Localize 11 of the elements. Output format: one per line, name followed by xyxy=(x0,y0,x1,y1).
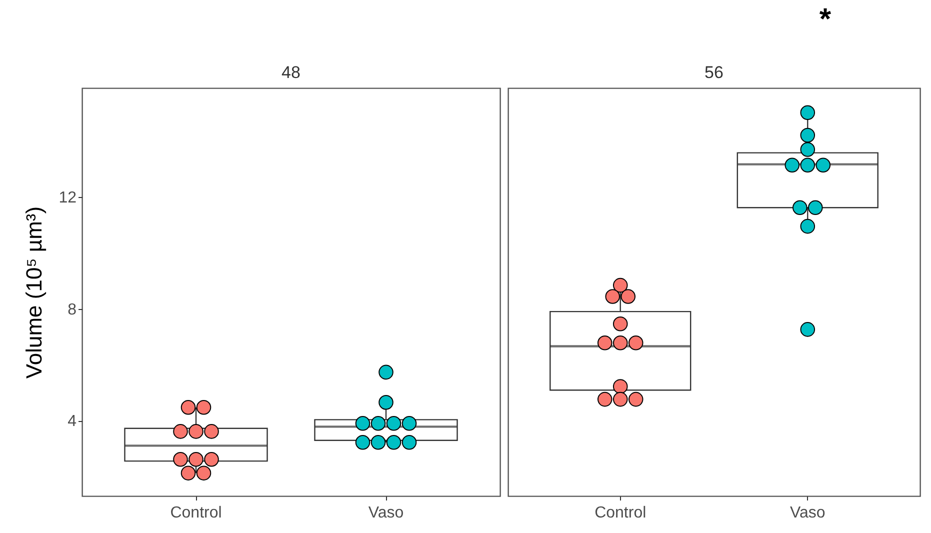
chart-title: 56 xyxy=(704,63,724,82)
x-tick-label: Vaso xyxy=(790,504,826,522)
x-tick-label: Control xyxy=(594,504,646,522)
y-axis-title: Volume (10⁵ µm³) xyxy=(22,206,47,379)
text: * xyxy=(819,3,832,36)
chart-title: 48 xyxy=(282,63,300,82)
x-tick-label: Vaso xyxy=(368,504,404,522)
y-tick-label: 8 xyxy=(68,301,77,318)
x-tick-label: Control xyxy=(170,504,222,522)
y-tick-label: 12 xyxy=(58,189,77,206)
y-tick-label: 4 xyxy=(68,413,77,430)
